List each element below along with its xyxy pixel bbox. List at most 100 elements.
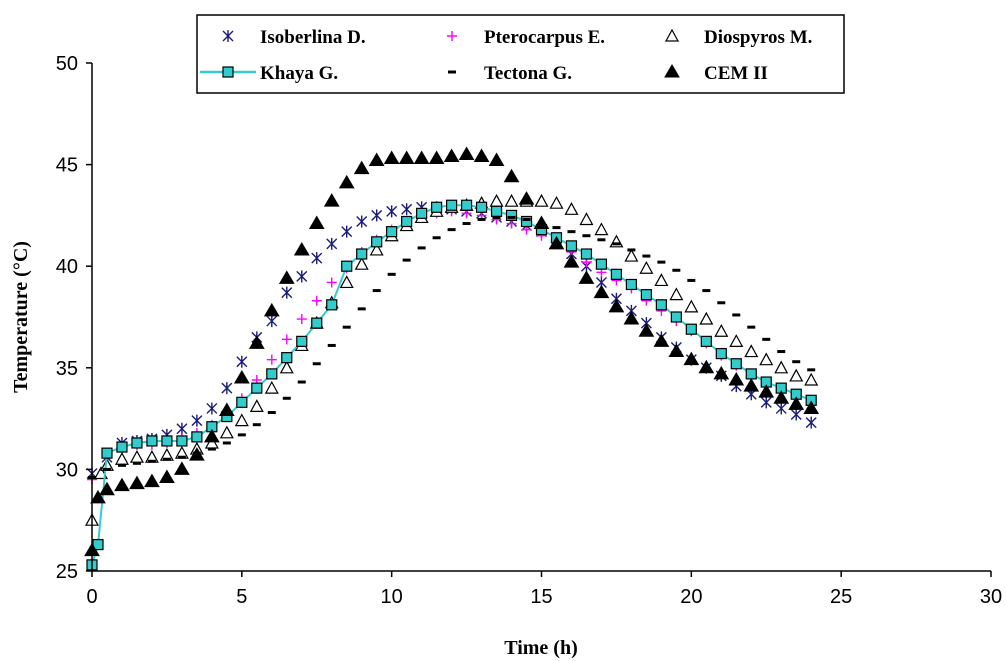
data-point — [249, 399, 264, 413]
data-point — [578, 270, 595, 284]
data-point — [221, 382, 233, 395]
data-point — [296, 335, 308, 347]
y-tick-label: 35 — [56, 358, 78, 380]
data-point — [685, 323, 697, 335]
data-point — [533, 215, 550, 230]
data-point — [730, 358, 742, 370]
x-tick-label: 0 — [86, 586, 97, 608]
data-point — [548, 235, 565, 250]
x-tick-label: 20 — [680, 586, 702, 608]
data-point — [191, 431, 203, 443]
data-point — [263, 302, 280, 317]
data-point — [579, 212, 594, 226]
data-point — [518, 191, 535, 205]
data-point — [266, 315, 278, 328]
series-diospyros-m — [84, 193, 819, 526]
data-point — [233, 369, 250, 384]
data-point — [354, 256, 369, 270]
data-point — [520, 215, 533, 228]
data-point — [339, 275, 354, 289]
data-point — [191, 414, 203, 427]
ticks: 0 5 10 15 20 25 30 25 30 35 40 45 50 — [56, 53, 1002, 608]
data-point — [745, 368, 757, 380]
data-point — [218, 402, 235, 416]
legend-label: Isoberlina D. — [260, 27, 366, 48]
data-point — [788, 396, 805, 410]
data-point — [638, 323, 655, 337]
x-tick-label: 30 — [980, 586, 1002, 608]
data-point — [608, 298, 625, 313]
data-point — [371, 209, 383, 222]
data-point — [248, 335, 265, 349]
data-point — [308, 215, 325, 230]
data-point — [251, 382, 263, 394]
legend: Isoberlina D. Pterocarpus E. Diospyros M. K… — [196, 14, 845, 94]
x-axis-title: Time (h) — [504, 637, 578, 659]
data-point — [129, 475, 145, 490]
data-point — [668, 343, 685, 358]
data-point — [790, 408, 802, 421]
data-point — [279, 360, 294, 374]
data-point — [684, 299, 699, 313]
data-point — [431, 201, 443, 213]
data-point — [625, 278, 638, 291]
series-khaya-g — [86, 199, 817, 571]
legend-label: Diospyros M. — [704, 27, 812, 48]
data-point — [698, 359, 715, 374]
legend-item-pterocarpus-e: Pterocarpus E. — [447, 27, 605, 48]
data-point — [206, 402, 218, 415]
data-point — [281, 334, 292, 345]
data-point — [114, 451, 129, 465]
legend-item-diospyros-m: Diospyros M. — [664, 27, 812, 48]
data-point — [311, 317, 323, 329]
plot-area — [84, 146, 820, 571]
data-point — [639, 260, 654, 274]
data-point — [311, 252, 323, 265]
data-point — [296, 270, 308, 283]
data-point — [446, 199, 458, 211]
data-point — [236, 355, 248, 368]
data-point — [368, 152, 385, 167]
data-point — [475, 201, 488, 213]
y-tick-label: 25 — [56, 561, 78, 583]
data-point — [311, 295, 322, 306]
data-point — [401, 203, 413, 216]
data-point — [564, 202, 579, 215]
data-point — [534, 193, 549, 207]
data-point — [743, 378, 760, 392]
data-point — [174, 461, 190, 475]
data-point — [805, 416, 817, 429]
x-tick-label: 15 — [530, 586, 552, 608]
data-point — [296, 314, 307, 325]
y-tick-label: 50 — [56, 53, 78, 75]
data-point — [386, 226, 398, 238]
data-point — [90, 489, 106, 504]
data-point — [595, 258, 608, 270]
axes — [91, 63, 991, 572]
data-point — [398, 150, 415, 165]
data-point — [729, 334, 744, 347]
legend-marker — [664, 28, 680, 42]
y-tick-label: 30 — [56, 459, 78, 481]
data-point — [505, 209, 518, 221]
data-point — [326, 237, 338, 250]
data-point — [323, 193, 340, 207]
data-point — [416, 207, 428, 219]
data-point — [131, 437, 143, 449]
legend-marker — [222, 66, 234, 78]
data-point — [413, 150, 430, 165]
legend-box — [196, 14, 845, 94]
data-point — [563, 254, 580, 268]
data-point — [203, 428, 220, 443]
data-point — [715, 347, 727, 360]
data-point — [460, 199, 473, 211]
data-point — [669, 287, 684, 301]
data-point — [338, 174, 355, 189]
data-point — [129, 449, 144, 463]
data-point — [773, 390, 790, 404]
legend-marker — [664, 64, 680, 78]
data-point — [161, 435, 173, 447]
data-point — [654, 273, 669, 287]
data-point — [670, 311, 682, 323]
data-point — [293, 241, 310, 256]
